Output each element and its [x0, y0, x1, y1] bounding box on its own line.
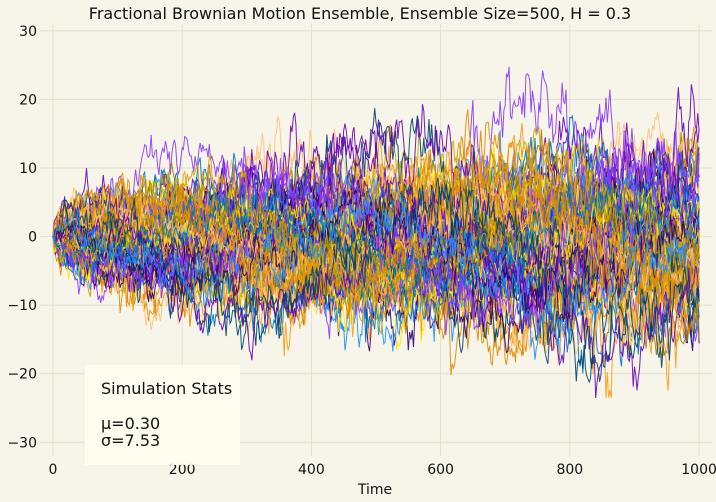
stats-std: σ=7.53 — [101, 431, 160, 450]
x-axis-label: Time — [357, 482, 392, 498]
chart-title: Fractional Brownian Motion Ensemble, Ens… — [89, 4, 631, 23]
y-tick-label: 30 — [19, 24, 37, 40]
y-tick-label: 10 — [19, 161, 37, 177]
x-tick-label: 600 — [427, 462, 454, 478]
x-tick-label: 400 — [298, 462, 325, 478]
ensemble-path — [52, 149, 700, 336]
y-tick-label: 20 — [19, 92, 37, 108]
ensemble-path — [52, 194, 700, 277]
y-tick-labels: −30 −20 −10 0 10 20 30 — [7, 24, 37, 451]
x-tick-label: 800 — [556, 462, 583, 478]
x-tick-label: 200 — [169, 462, 196, 478]
stats-box-background — [85, 365, 240, 465]
ensemble-path — [52, 144, 700, 336]
x-tick-label: 0 — [48, 462, 57, 478]
series-group — [52, 66, 700, 399]
ensemble-path — [52, 185, 700, 285]
ensemble-path — [52, 66, 700, 296]
stats-mean: μ=0.30 — [101, 414, 160, 433]
stats-title: Simulation Stats — [101, 379, 232, 398]
stats-box: Simulation Stats μ=0.30 σ=7.53 — [85, 365, 240, 465]
ensemble-path — [52, 157, 700, 335]
y-tick-label: 0 — [28, 230, 37, 246]
x-tick-label: 1000 — [681, 462, 716, 478]
y-tick-label: −20 — [7, 367, 37, 383]
y-tick-label: −30 — [7, 435, 37, 451]
ensemble-path — [52, 184, 700, 360]
y-tick-label: −10 — [7, 298, 37, 314]
x-tick-labels: 0 200 400 600 800 1000 — [48, 462, 716, 478]
ensemble-path — [52, 183, 700, 369]
